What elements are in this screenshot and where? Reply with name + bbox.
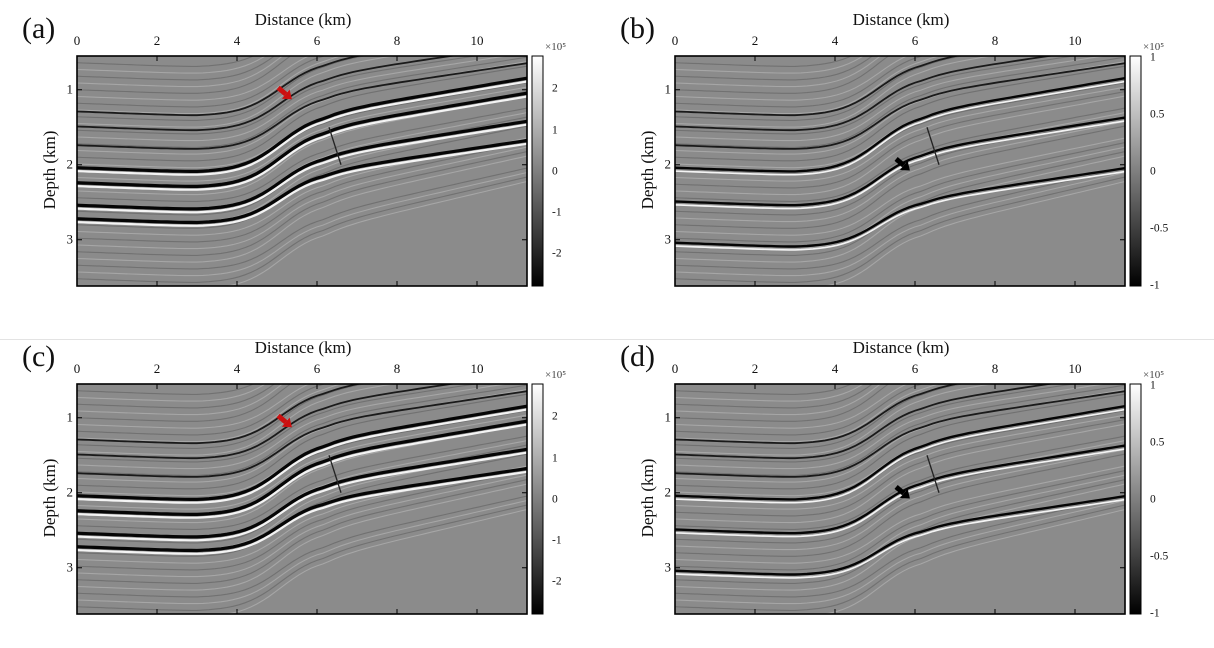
x-tick-label: 10 [1068,361,1082,376]
figure-panel-a: (a) Distance (km) Depth (km) 0 2 4 6 8 1… [20,8,620,308]
colorbar-tick-label: 2 [552,82,558,95]
annotation-arrow-icon [276,85,292,100]
colorbar-tick-label: -1 [1150,607,1160,620]
colorbar-tick-label: 0 [1150,165,1156,178]
seismic-section-plot [674,55,1142,287]
reflector-group [675,384,1125,614]
figure-panel-d: (d) Distance (km) Depth (km) 0 2 4 6 8 1… [618,336,1214,636]
annotation-arrow-icon [276,413,292,428]
y-tick-label: 3 [664,559,672,575]
x-axis-title: Distance (km) [254,10,352,29]
seismic-section-plot [674,383,1142,615]
x-axis-title: Distance (km) [254,338,352,357]
x-tick-label: 0 [671,33,679,48]
reflector-group [77,384,527,614]
colorbar [531,383,544,615]
colorbar-tick-label: -1 [552,206,562,219]
y-tick-label: 3 [66,231,74,247]
y-tick-label: 2 [66,156,74,172]
colorbar-tick-label: 2 [552,410,558,423]
colorbar [531,55,544,287]
x-tick-label: 8 [991,33,999,48]
seismic-section-plot [76,55,544,287]
colorbar-tick-label: -1 [552,534,562,547]
colorbar [1129,383,1142,615]
y-tick-label: 2 [664,156,672,172]
x-tick-label: 6 [911,361,919,376]
figure-panel-c: (c) Distance (km) Depth (km) 0 2 4 6 8 1… [20,336,620,636]
y-tick-label: 1 [66,409,74,425]
plot-frame [76,383,528,615]
x-tick-label: 2 [153,33,161,48]
x-tick-label: 6 [313,33,321,48]
colorbar-tick-label: 1 [552,124,558,137]
x-axis-title: Distance (km) [852,10,950,29]
annotation-arrow-icon [894,157,910,171]
colorbar-tick-label: -2 [552,575,562,588]
colorbar-exponent: ×10⁵ [1143,369,1165,381]
x-tick-label: 8 [393,33,401,48]
colorbar-tick-label: 0.5 [1150,436,1165,449]
colorbar-tick-label: -0.5 [1150,550,1169,563]
plot-frame [674,383,1126,615]
y-tick-label: 2 [66,484,74,500]
annotation-arrow-icon [894,485,910,499]
panel-label: (c) [22,340,56,373]
panel-label: (b) [620,12,655,45]
reflector-group [77,56,527,286]
colorbar-exponent: ×10⁵ [1143,41,1165,53]
x-tick-label: 2 [153,361,161,376]
y-tick-label: 3 [66,559,74,575]
x-tick-label: 10 [1068,33,1082,48]
x-tick-label: 10 [470,33,484,48]
colorbar-exponent: ×10⁵ [545,41,567,53]
colorbar [1129,55,1142,287]
y-axis-title: Depth (km) [40,458,59,538]
x-tick-label: 8 [991,361,999,376]
colorbar-exponent: ×10⁵ [545,369,567,381]
x-tick-label: 4 [233,361,241,376]
colorbar-tick-label: -1 [1150,279,1160,292]
x-tick-label: 0 [73,361,81,376]
colorbar-tick-label: 0.5 [1150,108,1165,121]
y-tick-label: 2 [664,484,672,500]
seismic-section-plot [76,383,544,615]
x-tick-label: 4 [831,33,839,48]
y-tick-label: 1 [66,81,74,97]
x-tick-label: 0 [73,33,81,48]
plot-frame [76,55,528,287]
x-tick-label: 4 [233,33,241,48]
x-tick-label: 6 [911,33,919,48]
x-tick-label: 4 [831,361,839,376]
colorbar-tick-label: 1 [1150,51,1156,64]
x-tick-label: 0 [671,361,679,376]
figure-panel-b: (b) Distance (km) Depth (km) 0 2 4 6 8 1… [618,8,1214,308]
x-axis-title: Distance (km) [852,338,950,357]
colorbar-tick-label: -2 [552,247,562,260]
colorbar-tick-label: 0 [1150,493,1156,506]
x-tick-label: 6 [313,361,321,376]
colorbar-tick-label: -0.5 [1150,222,1169,235]
y-tick-label: 1 [664,81,672,97]
y-axis-title: Depth (km) [638,130,657,210]
x-tick-label: 2 [751,33,759,48]
panel-label: (d) [620,340,655,373]
colorbar-tick-label: 1 [552,452,558,465]
panel-divider [0,339,1214,340]
plot-frame [674,55,1126,287]
y-axis-title: Depth (km) [638,458,657,538]
x-tick-label: 8 [393,361,401,376]
x-tick-label: 2 [751,361,759,376]
panel-label: (a) [22,12,56,45]
y-axis-title: Depth (km) [40,130,59,210]
colorbar-tick-label: 0 [552,165,558,178]
y-tick-label: 3 [664,231,672,247]
y-tick-label: 1 [664,409,672,425]
colorbar-tick-label: 1 [1150,379,1156,392]
colorbar-tick-label: 0 [552,493,558,506]
x-tick-label: 10 [470,361,484,376]
